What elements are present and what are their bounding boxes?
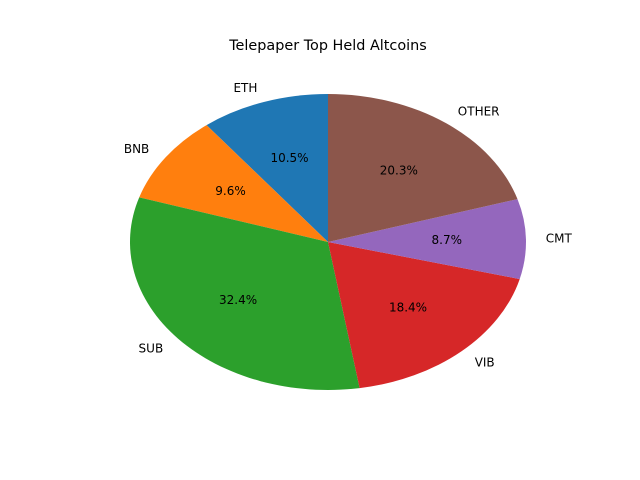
pie-pct-label-other: 20.3%	[380, 164, 418, 178]
pie-label-vib: VIB	[475, 355, 495, 369]
pie-slice-sub	[129, 197, 360, 390]
pie-pct-label-eth: 10.5%	[270, 151, 308, 165]
chart-title: Telepaper Top Held Altcoins	[228, 38, 427, 54]
pie-pct-label-sub: 32.4%	[219, 293, 257, 307]
pie-slice-bnb	[139, 125, 328, 242]
pie-pct-label-bnb: 9.6%	[215, 184, 246, 198]
pie-slices	[129, 94, 526, 390]
pie-label-other: OTHER	[458, 104, 500, 118]
pie-slice-cmt	[328, 199, 526, 280]
pie-pct-label-cmt: 8.7%	[432, 233, 463, 247]
pie-slice-eth	[206, 94, 328, 242]
pie-slice-other	[328, 94, 518, 242]
pie-label-sub: SUB	[139, 341, 164, 355]
pie-slice-vib	[328, 242, 520, 389]
pie-label-cmt: CMT	[546, 232, 573, 246]
pie-pct-label-vib: 18.4%	[389, 301, 427, 315]
pie-label-eth: ETH	[233, 81, 257, 95]
pie-label-bnb: BNB	[124, 142, 149, 156]
pie-labels: 10.5% ETH 9.6% BNB 32.4% SUB 18.4% VIB 8.7% CMT 20…	[124, 81, 573, 369]
